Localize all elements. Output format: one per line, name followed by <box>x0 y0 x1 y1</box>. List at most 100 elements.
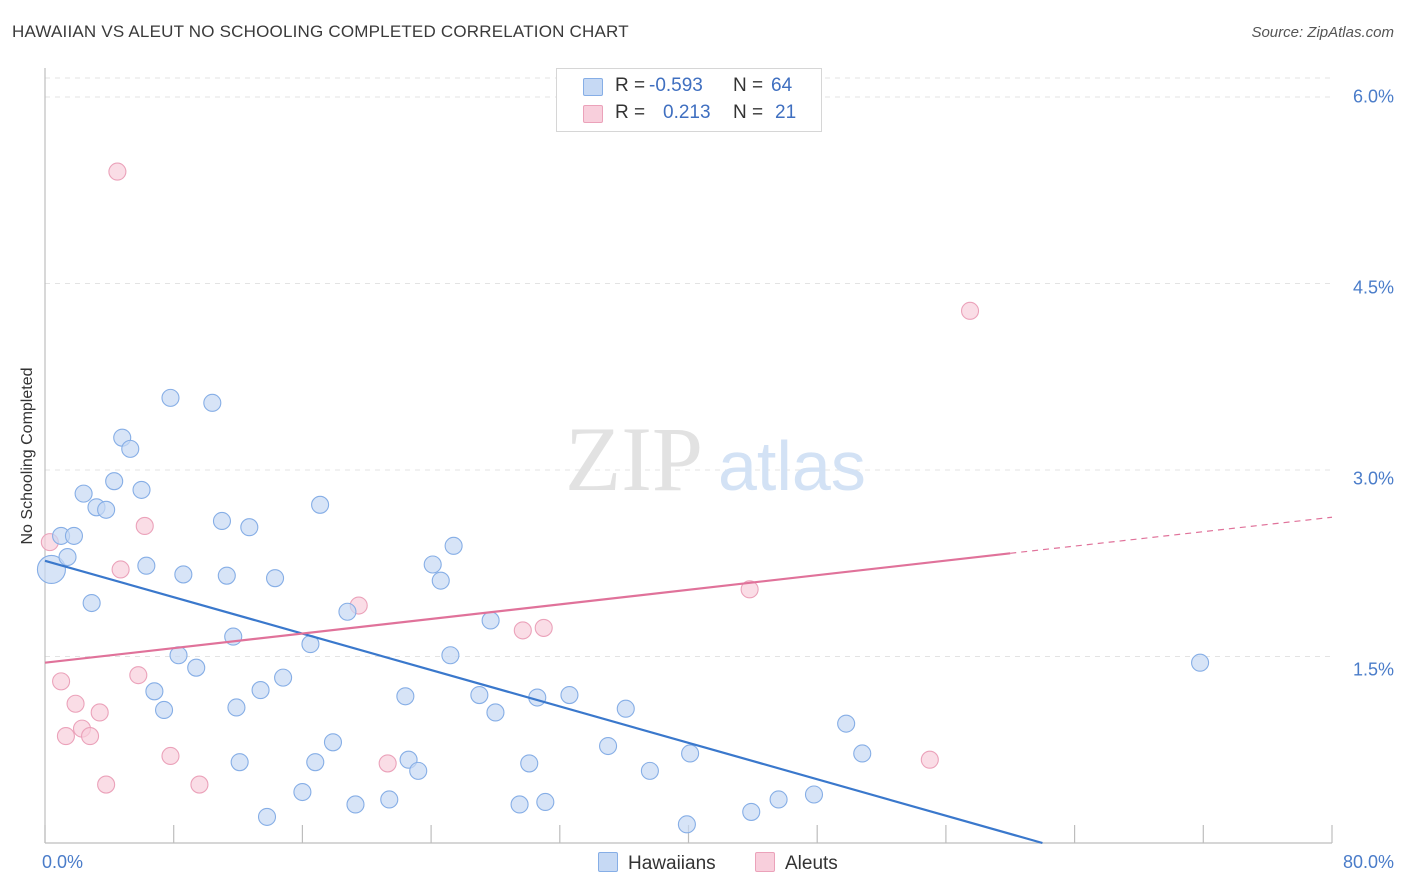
hawaiians-point <box>64 526 84 545</box>
hawaiians-points <box>36 388 1210 834</box>
hawaiians-point <box>161 388 180 407</box>
grid-lines <box>45 77 1332 657</box>
hawaiians-point <box>804 785 824 804</box>
aleuts-point <box>80 727 100 746</box>
hawaiians-point <box>837 714 856 733</box>
hawaiians-point <box>311 495 330 514</box>
y-tick-label: 1.5% <box>1352 659 1394 680</box>
hawaiians-point <box>97 500 116 519</box>
watermark-zip: ZIP <box>565 408 703 510</box>
hawaiians-point <box>560 685 579 705</box>
hawaiians-point <box>380 790 399 809</box>
hawaiians-point <box>681 744 700 763</box>
aleuts-point <box>740 580 759 599</box>
hawaiians-point <box>510 795 529 814</box>
aleuts-point <box>90 703 109 722</box>
stats-row-aleuts: R = 0.213 N = 21 <box>557 102 821 126</box>
stats-box: R = -0.593 N = 64 R = 0.213 N = 21 <box>556 68 822 132</box>
aleuts-point <box>66 694 85 713</box>
chart-title: HAWAIIAN VS ALEUT NO SCHOOLING COMPLETED… <box>12 22 629 41</box>
hawaiians-point <box>240 518 259 537</box>
hawaiians-point <box>431 571 450 590</box>
hawaiians-point <box>616 699 635 718</box>
hawaiians-point <box>853 744 872 763</box>
hawaiians-point <box>536 792 555 812</box>
aleuts-point <box>111 560 130 579</box>
r-label: R = <box>615 102 646 123</box>
aleuts-point <box>56 727 75 746</box>
hawaiians-point <box>520 754 539 773</box>
hawaiians-point <box>137 556 156 575</box>
axes <box>44 68 1333 844</box>
y-axis-label: No Schooling Completed <box>19 367 36 545</box>
hawaiians-point <box>486 703 505 722</box>
hawaiians-point <box>599 736 618 756</box>
aleuts-point <box>129 666 148 685</box>
aleuts-trend-line <box>44 552 1011 664</box>
y-tick-label: 4.5% <box>1352 277 1394 298</box>
x-tick-label-max: 80.0% <box>1342 852 1394 872</box>
aleuts-trend-line-extension <box>1010 516 1333 554</box>
hawaiians-point <box>203 393 222 412</box>
hawaiians-point <box>58 547 77 567</box>
legend-item-aleuts: Aleuts <box>755 852 838 875</box>
pink-swatch <box>583 105 603 123</box>
aleuts-point <box>378 754 397 773</box>
aleuts-point <box>513 621 532 640</box>
aleuts-point <box>534 618 553 637</box>
aleuts-point <box>920 750 939 769</box>
hawaiians-point <box>338 602 357 621</box>
hawaiians-point <box>187 658 206 677</box>
hawaiians-point <box>145 682 164 701</box>
hawaiians-point <box>74 484 93 503</box>
legend-swatch-blue <box>598 852 618 872</box>
aleuts-point <box>97 775 116 794</box>
watermark-atlas: atlas <box>718 427 866 505</box>
hawaiians-point <box>105 472 124 491</box>
hawaiians-trend-line <box>44 559 1043 845</box>
hawaiians-point <box>742 802 761 821</box>
hawaiians-point <box>423 555 442 574</box>
hawaiians-point <box>323 733 343 752</box>
hawaiians-point <box>769 790 788 809</box>
hawaiians-point <box>409 761 428 780</box>
blue-swatch <box>583 78 603 96</box>
hawaiians-point <box>441 646 460 665</box>
r-value: -0.593 <box>649 75 703 96</box>
hawaiians-point <box>274 668 293 687</box>
n-value: 64 <box>771 75 793 96</box>
hawaiians-point <box>470 685 489 705</box>
hawaiians-point <box>640 761 659 780</box>
stats-row-hawaiians: R = -0.593 N = 64 <box>557 75 821 99</box>
aleuts-point <box>52 672 71 691</box>
hawaiians-point <box>212 511 232 531</box>
watermark: ZIP atlas <box>565 408 866 510</box>
hawaiians-point <box>1191 653 1210 672</box>
legend-swatch-pink <box>755 852 775 872</box>
trend-lines <box>44 516 1333 845</box>
aleuts-point <box>190 775 209 794</box>
y-tick-label: 6.0% <box>1352 86 1394 107</box>
n-label: N = <box>733 102 764 123</box>
hawaiians-point <box>121 439 140 458</box>
hawaiians-point <box>677 815 696 834</box>
hawaiians-point <box>481 611 500 630</box>
source-note: Source: ZipAtlas.com <box>1251 24 1394 41</box>
legend-label: Aleuts <box>785 853 838 874</box>
hawaiians-point <box>346 795 365 814</box>
r-label: R = <box>615 75 646 96</box>
y-tick-label: 3.0% <box>1352 468 1394 489</box>
hawaiians-point <box>36 554 66 585</box>
legend-item-hawaiians: Hawaiians <box>598 852 716 875</box>
legend-label: Hawaiians <box>628 853 716 874</box>
hawaiians-point <box>293 782 312 802</box>
aleuts-points <box>40 162 980 794</box>
hawaiians-point <box>227 698 246 717</box>
aleuts-point <box>960 301 980 320</box>
n-label: N = <box>733 75 764 96</box>
hawaiians-point <box>132 480 151 499</box>
hawaiians-point <box>174 565 193 584</box>
hawaiians-point <box>396 687 415 706</box>
aleuts-point <box>135 516 154 536</box>
